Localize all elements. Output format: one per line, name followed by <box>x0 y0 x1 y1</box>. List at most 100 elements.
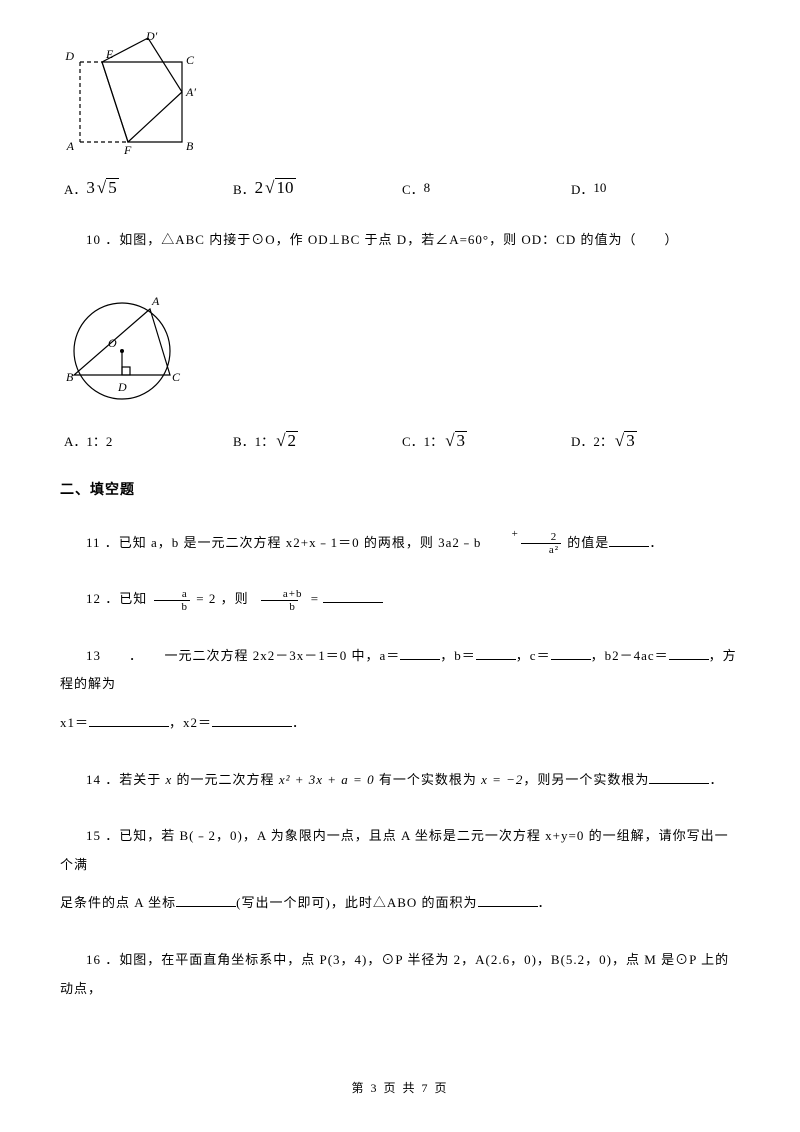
q10-opt-d: D． 2： 3 <box>571 431 740 451</box>
blank <box>609 535 649 547</box>
opt-prefix: D． <box>571 179 593 198</box>
frac-den: b <box>261 600 298 613</box>
q13: 13 ． 一元二次方程 2x2－3x－1＝0 中，a＝，b＝，c＝，b2－4ac… <box>60 642 740 699</box>
opt-val: 10 <box>593 180 606 196</box>
q10-options: A． 1：2 B． 1： 2 C． 1： 3 D． 2： 3 <box>60 431 740 451</box>
t: 13 ． 一元二次方程 2x2－3x－1＝0 中，a＝ <box>86 648 400 663</box>
q9-opt-b: B． 2 10 <box>233 178 402 198</box>
t: ． <box>709 772 723 787</box>
t: 页 共 <box>378 1081 421 1095</box>
opt-coef: 2 <box>255 178 264 197</box>
q12-mid: ，则 <box>221 591 253 606</box>
lbl-F: F <box>123 143 132 157</box>
q9-opt-d: D． 10 <box>571 178 740 198</box>
section2-title: 二、填空题 <box>60 479 740 499</box>
q9-figure: D D′ E C A′ B F A <box>60 30 740 160</box>
q16: 16 ．如图，在平面直角坐标系中，点 P(3，4)，⊙P 半径为 2，A(2.6… <box>60 946 740 1003</box>
t: ，c＝ <box>516 648 551 663</box>
t: 有一个实数根为 <box>375 772 482 787</box>
t: 足条件的点 A 坐标 <box>60 895 176 910</box>
q10-opt-c: C． 1： 3 <box>402 431 571 451</box>
q12-frac2: a+b b <box>255 588 305 613</box>
opt-prefix: A． <box>64 431 86 450</box>
blank <box>400 648 440 660</box>
frac-num: a <box>154 588 190 600</box>
t: (写出一个即可)，此时△ABO 的面积为 <box>236 895 477 910</box>
q12-pre: 12 ．已知 <box>86 591 152 606</box>
lbl-C: C <box>186 53 195 67</box>
q10-svg: A O B C D <box>60 283 190 413</box>
q11-post: 的值是 <box>567 535 609 550</box>
q11-plus: + <box>486 522 519 546</box>
q14: 14 ．若关于 x 的一元二次方程 x² + 3x + a = 0 有一个实数根… <box>60 766 740 795</box>
opt-rad: 2 <box>286 431 299 449</box>
opt-rad: 3 <box>624 431 637 449</box>
lbl-D: D <box>64 49 74 63</box>
blank <box>478 896 538 908</box>
opt-val: 1：2 <box>86 431 112 450</box>
opt-val: 1： <box>424 431 444 450</box>
q12-eq: = 2 <box>196 591 216 606</box>
q10-figure: A O B C D <box>60 283 740 413</box>
opt-rad: 10 <box>275 178 296 196</box>
blank <box>176 896 236 908</box>
t: x1＝ <box>60 715 89 730</box>
q9-opt-a: A． 35 <box>64 178 233 198</box>
blank <box>551 648 591 660</box>
blank <box>323 592 383 604</box>
t: ，b＝ <box>440 648 476 663</box>
opt-coef: 3 <box>86 178 95 197</box>
opt-prefix: C． <box>402 179 424 198</box>
q12: 12 ．已知 a b = 2 ，则 a+b b = <box>60 585 740 614</box>
lbl-D: D <box>117 380 127 394</box>
opt-prefix: B． <box>233 431 255 450</box>
frac-den: a² <box>521 543 561 556</box>
lbl-E: E <box>105 47 114 61</box>
page-total: 7 <box>422 1081 430 1095</box>
q10-opt-a: A． 1：2 <box>64 431 233 451</box>
q10-opt-b: B． 1： 2 <box>233 431 402 451</box>
blank <box>212 715 292 727</box>
opt-rad: 3 <box>455 431 468 449</box>
lbl-B: B <box>186 139 194 153</box>
lbl-A: A <box>151 294 160 308</box>
blank <box>89 715 169 727</box>
q11-frac: 2 a² <box>521 531 561 556</box>
q10-text: 10 ．如图，△ABC 内接于⊙O，作 OD⊥BC 于点 D，若∠A=60°，则… <box>60 226 740 255</box>
opt-val: 8 <box>424 180 431 196</box>
t: 14 ．若关于 <box>86 772 166 787</box>
lbl-C: C <box>172 370 181 384</box>
t: x = −2 <box>481 772 523 787</box>
frac-num: 2 <box>523 531 560 543</box>
lbl-B: B <box>66 370 74 384</box>
q12-frac1: a b <box>154 588 191 613</box>
q9-opt-c: C． 8 <box>402 178 571 198</box>
t: 的一元二次方程 <box>172 772 279 787</box>
t: x² + 3x + a = 0 <box>279 772 375 787</box>
t: ，则另一个实数根为 <box>523 772 649 787</box>
page-footer: 第 3 页 共 7 页 <box>0 1079 800 1096</box>
q9-options: A． 35 B． 2 10 C． 8 D． 10 <box>60 178 740 198</box>
t: 页 <box>430 1081 449 1095</box>
lbl-A: A <box>66 139 75 153</box>
lbl-D2: D′ <box>145 30 158 43</box>
q13-line2: x1＝，x2＝． <box>60 709 740 738</box>
q11-pre: 11 ．已知 a，b 是一元二次方程 x2+x﹣1＝0 的两根，则 3a2﹣b <box>86 535 481 550</box>
lbl-A2: A′ <box>185 85 196 99</box>
blank <box>476 648 516 660</box>
t: ． <box>538 895 552 910</box>
q15-l2: 足条件的点 A 坐标 (写出一个即可)，此时△ABO 的面积为 ． <box>60 889 740 918</box>
opt-prefix: C． <box>402 431 424 450</box>
opt-val: 1： <box>255 431 275 450</box>
t: 第 <box>351 1081 370 1095</box>
frac-num: a+b <box>255 588 305 600</box>
opt-rad: 5 <box>106 178 119 196</box>
frac-den: b <box>154 600 191 613</box>
q15-l1: 15 ．已知，若 B(﹣2，0)，A 为象限内一点，且点 A 坐标是二元一次方程… <box>60 822 740 879</box>
blank <box>669 648 709 660</box>
opt-prefix: B． <box>233 179 255 198</box>
t: ． <box>292 715 306 730</box>
q9-svg: D D′ E C A′ B F A <box>60 30 200 160</box>
opt-prefix: A． <box>64 179 86 198</box>
q12-eq2: = <box>311 591 319 606</box>
